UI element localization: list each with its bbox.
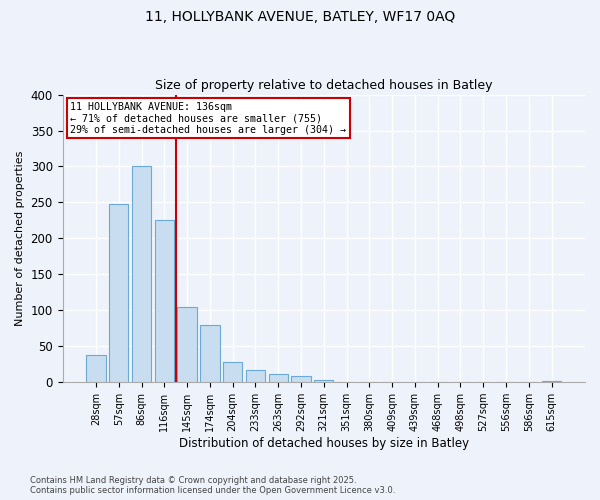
- Bar: [269, 374, 288, 382]
- Text: 11, HOLLYBANK AVENUE, BATLEY, WF17 0AQ: 11, HOLLYBANK AVENUE, BATLEY, WF17 0AQ: [145, 10, 455, 24]
- Bar: [155, 220, 174, 382]
- Text: Contains HM Land Registry data © Crown copyright and database right 2025.
Contai: Contains HM Land Registry data © Crown c…: [30, 476, 395, 495]
- Bar: [292, 376, 311, 382]
- Bar: [132, 166, 151, 382]
- Bar: [223, 362, 242, 382]
- Bar: [86, 355, 106, 382]
- X-axis label: Distribution of detached houses by size in Batley: Distribution of detached houses by size …: [179, 437, 469, 450]
- Bar: [200, 326, 220, 382]
- Bar: [542, 381, 561, 382]
- Bar: [246, 370, 265, 382]
- Title: Size of property relative to detached houses in Batley: Size of property relative to detached ho…: [155, 79, 493, 92]
- Y-axis label: Number of detached properties: Number of detached properties: [15, 150, 25, 326]
- Bar: [314, 380, 334, 382]
- Bar: [109, 204, 128, 382]
- Bar: [178, 306, 197, 382]
- Text: 11 HOLLYBANK AVENUE: 136sqm
← 71% of detached houses are smaller (755)
29% of se: 11 HOLLYBANK AVENUE: 136sqm ← 71% of det…: [70, 102, 346, 135]
